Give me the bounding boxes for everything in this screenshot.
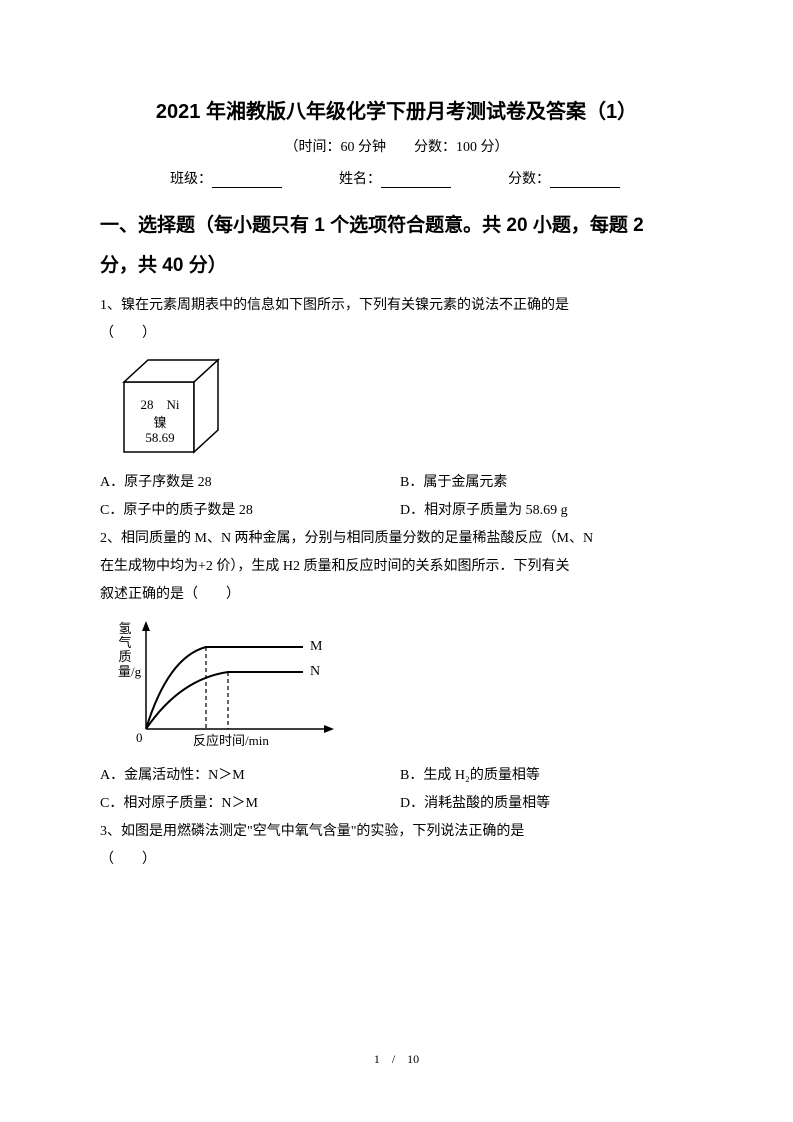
page-title: 2021 年湘教版八年级化学下册月考测试卷及答案（1） <box>100 95 693 124</box>
element-line1: 28 Ni <box>130 394 190 413</box>
page-subtitle: （时间：60 分钟 分数：100 分） <box>100 136 693 156</box>
graph-label-N: N <box>310 664 320 679</box>
q2-option-D: D．消耗盐酸的质量相等 <box>400 790 693 818</box>
graph-origin: 0 <box>136 730 143 745</box>
score-blank[interactable] <box>550 172 620 188</box>
q1-option-D: D．相对原子质量为 58.69 g <box>400 497 693 525</box>
q2-stem-line3: 叙述正确的是（ ） <box>100 581 693 609</box>
element-line2: 镍 <box>130 412 190 431</box>
fill-blanks-row: 班级： 姓名： 分数： <box>100 168 693 188</box>
q1-option-C: C．原子中的质子数是 28 <box>100 497 400 525</box>
q1-option-B: B．属于金属元素 <box>400 469 693 497</box>
q2-stem-line2: 在生成物中均为+2 价），生成 H2 质量和反应时间的关系如图所示．下列有关 <box>100 553 693 581</box>
q3-paren: （ ） <box>100 846 156 874</box>
section-line1: 一、选择题（每小题只有 1 个选项符合题意。共 20 小题，每题 2 <box>100 206 693 246</box>
class-label: 班级： <box>170 172 212 187</box>
name-blank[interactable] <box>381 172 451 188</box>
element-box-figure: 28 Ni 镍 58.69 <box>118 354 258 459</box>
page-number: 1 / 10 <box>0 1050 793 1067</box>
element-line3: 58.69 <box>130 430 190 446</box>
q2-stem: 2、相同质量的 M、N 两种金属，分别与相同质量分数的足量稀盐酸反应（M、N 在… <box>100 525 693 609</box>
graph-xlabel: 反应时间/min <box>193 733 269 748</box>
q2-option-A: A．金属活动性：N＞M <box>100 762 400 790</box>
q2-stem-line1: 2、相同质量的 M、N 两种金属，分别与相同质量分数的足量稀盐酸反应（M、N <box>100 525 693 553</box>
graph-ylabel: 氢气质量/g <box>118 622 132 679</box>
q1-options: A．原子序数是 28 B．属于金属元素 C．原子中的质子数是 28 D．相对原子… <box>100 469 693 525</box>
q1-stem: 1、镍在元素周期表中的信息如下图所示，下列有关镍元素的说法不正确的是 （ ） <box>100 292 693 348</box>
graph-label-M: M <box>310 639 323 654</box>
section-heading: 一、选择题（每小题只有 1 个选项符合题意。共 20 小题，每题 2 分，共 4… <box>100 206 693 286</box>
q1-stem-line1: 1、镍在元素周期表中的信息如下图所示，下列有关镍元素的说法不正确的是 <box>100 292 693 320</box>
q2-option-B: B．生成 H₂的质量相等 <box>400 762 693 790</box>
name-label: 姓名： <box>339 172 381 187</box>
q1-paren: （ ） <box>100 320 156 348</box>
class-blank[interactable] <box>212 172 282 188</box>
section-line2: 分，共 40 分） <box>100 246 693 286</box>
q3-stem-line1: 3、如图是用燃磷法测定"空气中氧气含量"的实验，下列说法正确的是 <box>100 818 693 846</box>
q2-options: A．金属活动性：N＞M B．生成 H₂的质量相等 C．相对原子质量：N＞M D．… <box>100 762 693 818</box>
q2-option-C: C．相对原子质量：N＞M <box>100 790 400 818</box>
q2-graph: 氢气质量/g M N 0 反应时间/min <box>118 617 358 752</box>
q1-option-A: A．原子序数是 28 <box>100 469 400 497</box>
q3-stem: 3、如图是用燃磷法测定"空气中氧气含量"的实验，下列说法正确的是 （ ） <box>100 818 693 874</box>
score-label: 分数： <box>508 172 550 187</box>
